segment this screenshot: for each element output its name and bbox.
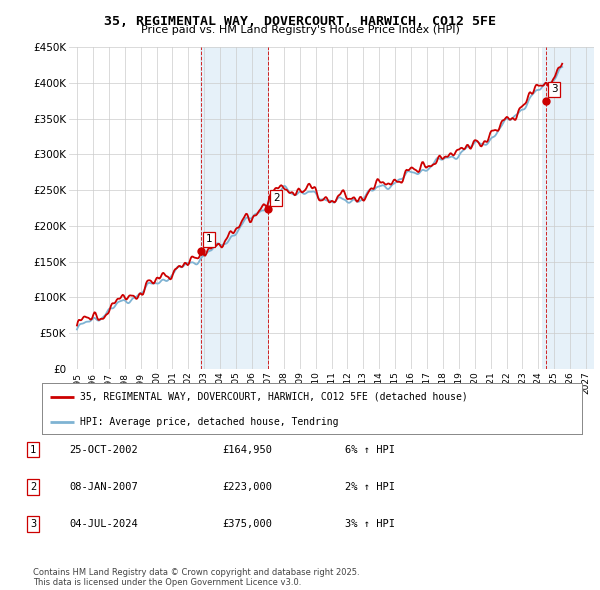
Text: Contains HM Land Registry data © Crown copyright and database right 2025.
This d: Contains HM Land Registry data © Crown c… xyxy=(33,568,359,587)
Text: £164,950: £164,950 xyxy=(222,445,272,454)
Text: 3: 3 xyxy=(30,519,36,529)
Text: 04-JUL-2024: 04-JUL-2024 xyxy=(69,519,138,529)
Text: 08-JAN-2007: 08-JAN-2007 xyxy=(69,482,138,491)
Text: 3% ↑ HPI: 3% ↑ HPI xyxy=(345,519,395,529)
Text: 3: 3 xyxy=(551,84,557,94)
Text: 35, REGIMENTAL WAY, DOVERCOURT, HARWICH, CO12 5FE: 35, REGIMENTAL WAY, DOVERCOURT, HARWICH,… xyxy=(104,15,496,28)
Text: 2% ↑ HPI: 2% ↑ HPI xyxy=(345,482,395,491)
Text: 2: 2 xyxy=(30,482,36,491)
Text: 35, REGIMENTAL WAY, DOVERCOURT, HARWICH, CO12 5FE (detached house): 35, REGIMENTAL WAY, DOVERCOURT, HARWICH,… xyxy=(80,392,467,402)
Bar xyxy=(542,47,594,369)
Text: 1: 1 xyxy=(206,234,212,244)
Text: Price paid vs. HM Land Registry's House Price Index (HPI): Price paid vs. HM Land Registry's House … xyxy=(140,25,460,35)
Text: 25-OCT-2002: 25-OCT-2002 xyxy=(69,445,138,454)
Text: HPI: Average price, detached house, Tendring: HPI: Average price, detached house, Tend… xyxy=(80,417,338,427)
Text: 6% ↑ HPI: 6% ↑ HPI xyxy=(345,445,395,454)
Text: 1: 1 xyxy=(30,445,36,454)
Text: £223,000: £223,000 xyxy=(222,482,272,491)
Bar xyxy=(200,47,269,369)
Text: 2: 2 xyxy=(273,193,280,203)
Text: £375,000: £375,000 xyxy=(222,519,272,529)
